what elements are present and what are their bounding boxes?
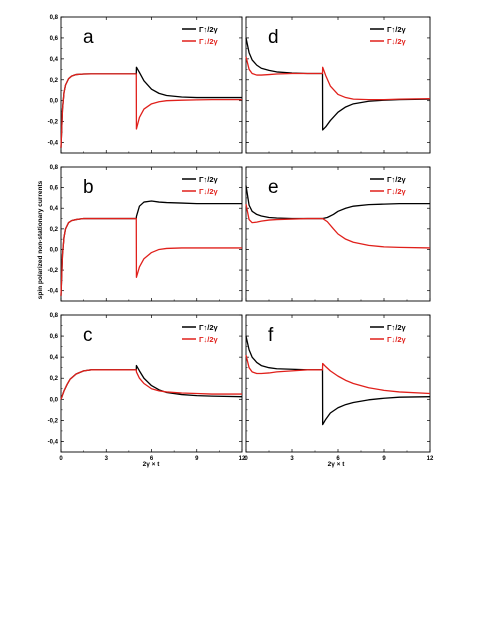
y-tick-label: -0,2 bbox=[48, 268, 59, 274]
panel-e-series-line-2 bbox=[245, 203, 431, 249]
panel-label: d bbox=[268, 27, 279, 48]
panel-b-series-line-2 bbox=[60, 217, 242, 296]
panel-f-series-line-1 bbox=[245, 335, 431, 426]
panel-label: c bbox=[83, 325, 93, 346]
x-axis-label-left: 2γ × t bbox=[143, 461, 161, 468]
panel-e: e Γ↑/2γ Γ↓/2γ bbox=[245, 166, 431, 302]
panels: -0,4-0,20,00,20,40,60,8a Γ↑/2γΓ↓/2γ-0,4-0… bbox=[48, 15, 434, 462]
y-tick-label: 0,6 bbox=[50, 36, 59, 42]
panel-label: e bbox=[268, 177, 279, 198]
legend-label: Γ↓/2γ bbox=[387, 187, 407, 196]
y-tick-label: -0,2 bbox=[48, 418, 59, 424]
legend-label: Γ↑/2γ bbox=[199, 25, 219, 34]
legend-label: Γ↑/2γ bbox=[387, 323, 407, 332]
x-tick-label: 0 bbox=[244, 456, 248, 462]
x-axis-label-right: 2γ × t bbox=[328, 461, 346, 468]
y-tick-label: 0,8 bbox=[50, 165, 59, 171]
panel-d-series-line-2 bbox=[245, 56, 431, 101]
legend-label: Γ↑/2γ bbox=[387, 25, 407, 34]
y-tick-label: 0,2 bbox=[50, 376, 59, 382]
legend-label: Γ↑/2γ bbox=[199, 323, 219, 332]
panel-label: f bbox=[268, 325, 274, 346]
panel-label: a bbox=[83, 27, 94, 48]
panel-d: d Γ↑/2γ Γ↓/2γ bbox=[245, 16, 431, 154]
y-tick-label: 0,6 bbox=[50, 186, 59, 192]
x-tick-label: 3 bbox=[105, 456, 109, 462]
x-tick-label: 9 bbox=[195, 456, 199, 462]
y-tick-label: 0,8 bbox=[50, 15, 59, 21]
y-tick-label: 0,0 bbox=[50, 99, 59, 105]
y-tick-label: 0,0 bbox=[50, 397, 59, 403]
x-tick-label: 9 bbox=[382, 456, 386, 462]
y-tick-label: 0,6 bbox=[50, 334, 59, 340]
y-tick-label: 0,4 bbox=[50, 355, 59, 361]
y-tick-label: 0,8 bbox=[50, 313, 59, 319]
legend-label: Γ↓/2γ bbox=[199, 335, 219, 344]
y-tick-label: -0,4 bbox=[48, 289, 59, 295]
y-tick-label: 0,4 bbox=[50, 206, 59, 212]
y-tick-label: -0,4 bbox=[48, 439, 59, 445]
legend-label: Γ↑/2γ bbox=[387, 175, 407, 184]
x-tick-label: 3 bbox=[290, 456, 294, 462]
panel-c: -0,4 -0,2 0,0 0,2 0,4 0,6 0,8 0 3 6 9 12 c Γ↑/2γ Γ↓/2γ bbox=[48, 313, 246, 462]
panel-f: 0 3 6 9 12 f Γ↑/2γ Γ↓/2γ bbox=[244, 314, 434, 462]
x-tick-label: 0 bbox=[59, 456, 63, 462]
y-tick-label: 0,0 bbox=[50, 247, 59, 253]
x-tick-label: 6 bbox=[336, 456, 340, 462]
panel-d-series-line-1 bbox=[245, 37, 431, 131]
x-tick-label: 12 bbox=[239, 456, 246, 462]
y-tick-label: 0,4 bbox=[50, 57, 59, 63]
panel-a-series-line-1 bbox=[60, 66, 242, 148]
panel-b: -0,4 -0,2 0,0 0,2 0,4 0,6 0,8 b Γ↑/2γ Γ↓/2γ bbox=[48, 165, 243, 302]
y-tick-label: 0,2 bbox=[50, 78, 59, 84]
legend-label: Γ↑/2γ bbox=[199, 175, 219, 184]
panel-a-series-line-2 bbox=[60, 73, 242, 148]
y-tick-label: -0,4 bbox=[48, 141, 59, 147]
x-tick-label: 6 bbox=[150, 456, 154, 462]
panel-c-series-line-2 bbox=[60, 369, 242, 400]
legend-label: Γ↓/2γ bbox=[199, 187, 219, 196]
y-axis-label: spin polarized non-stationary currents bbox=[37, 180, 44, 299]
y-tick-label: -0,2 bbox=[48, 120, 59, 126]
panel-a: -0,4 -0,2 0,0 0,2 0,4 0,6 0,8 a Γ↑/2γ Γ↓/2γ bbox=[48, 15, 243, 154]
panel-label: b bbox=[83, 177, 94, 198]
y-tick-label: 0,2 bbox=[50, 227, 59, 233]
x-tick-label: 12 bbox=[427, 456, 434, 462]
legend-label: Γ↓/2γ bbox=[387, 335, 407, 344]
legend-label: Γ↓/2γ bbox=[387, 37, 407, 46]
panel-f-series-line-2 bbox=[245, 354, 431, 395]
legend-label: Γ↓/2γ bbox=[199, 37, 219, 46]
